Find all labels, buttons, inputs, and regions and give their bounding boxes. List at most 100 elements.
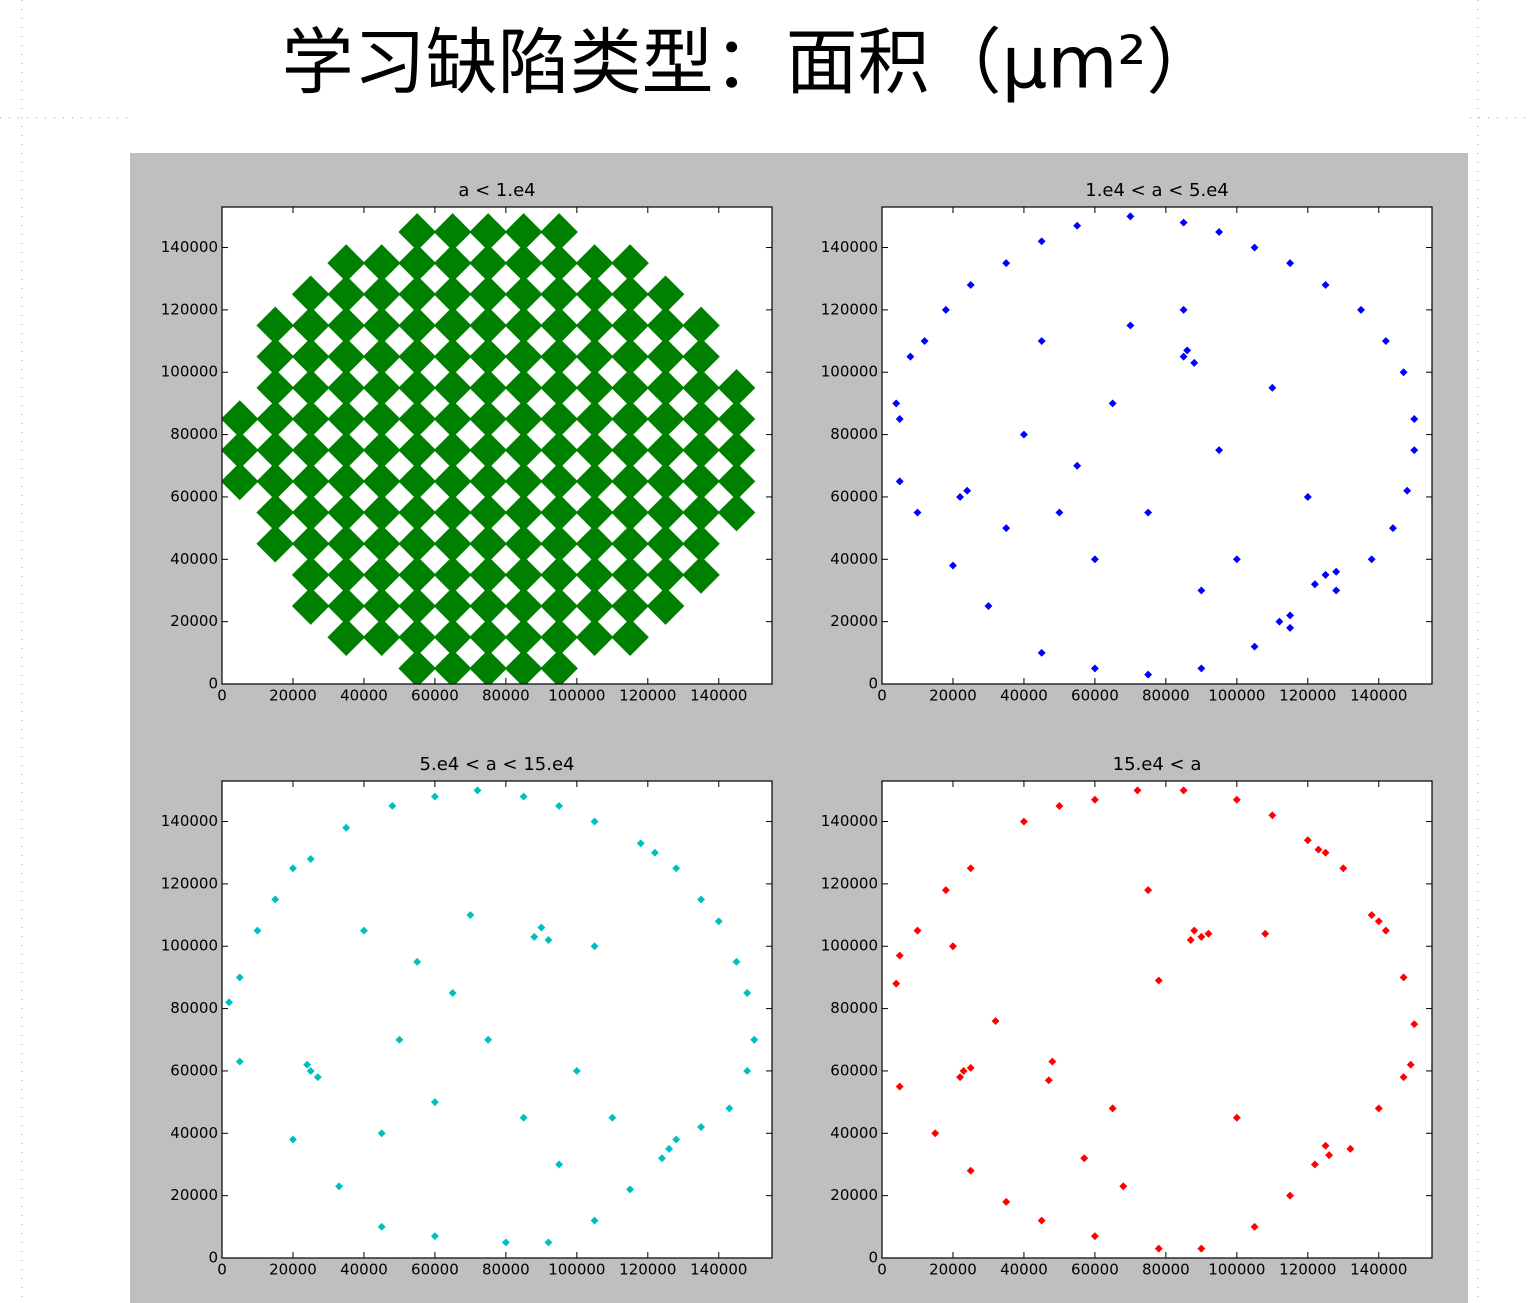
x-tick-label: 60000 (1071, 687, 1119, 705)
point (291, 400, 330, 438)
y-tick-label: 100000 (821, 937, 878, 955)
point (682, 369, 720, 407)
point (413, 957, 422, 966)
x-tick-label: 20000 (929, 687, 977, 705)
point (327, 400, 366, 438)
point (504, 213, 543, 251)
subplot-title: 5.e4 < a < 15.e4 (420, 754, 575, 775)
point (504, 275, 543, 314)
x-tick-label: 40000 (340, 1261, 388, 1279)
point (540, 587, 578, 625)
point (327, 493, 366, 532)
point (388, 801, 397, 810)
point (575, 431, 614, 469)
point (1406, 1060, 1415, 1069)
point (256, 524, 295, 563)
point (256, 462, 295, 501)
point (717, 431, 756, 469)
point (398, 306, 436, 345)
point (504, 493, 543, 532)
x-tick-label: 80000 (1142, 687, 1190, 705)
y-tick-label: 120000 (821, 874, 878, 892)
point (1286, 1191, 1295, 1200)
point (1133, 786, 1142, 795)
point (398, 337, 436, 376)
y-tick-label: 80000 (830, 425, 878, 443)
point (469, 431, 507, 469)
point (433, 369, 472, 407)
point (1250, 642, 1259, 651)
point (256, 400, 295, 438)
y-tick-label: 60000 (170, 487, 218, 505)
point (291, 337, 330, 376)
x-tick-label: 0 (877, 1261, 887, 1279)
y-tick-label: 120000 (161, 300, 218, 318)
axes-frame (221, 780, 773, 1259)
point (253, 926, 262, 935)
x-tick-label: 0 (217, 1261, 227, 1279)
y-tick-label: 140000 (161, 812, 218, 830)
x-tick-label: 100000 (1208, 687, 1265, 705)
y-tick-label: 80000 (830, 999, 878, 1017)
point (291, 306, 330, 345)
point (1346, 1144, 1355, 1153)
x-tick-label: 20000 (269, 1261, 317, 1279)
x-tick-label: 0 (217, 687, 227, 705)
point (611, 431, 649, 469)
point (327, 618, 366, 657)
axes-frame (221, 206, 773, 685)
point (743, 1066, 752, 1075)
point (646, 337, 685, 376)
point (646, 431, 685, 469)
point (256, 306, 295, 345)
point (665, 1144, 674, 1153)
point (291, 462, 330, 501)
point (1154, 1244, 1163, 1253)
x-tick-label: 80000 (482, 1261, 530, 1279)
y-tick-label: 40000 (830, 550, 878, 568)
point (1126, 321, 1135, 330)
x-tick-label: 120000 (1279, 687, 1336, 705)
point (469, 524, 507, 563)
axes-frame (881, 206, 1433, 685)
point (540, 556, 578, 594)
point (504, 306, 543, 345)
subplot-title: a < 1.e4 (458, 180, 535, 201)
point (398, 524, 436, 563)
point (327, 524, 366, 563)
point (1119, 1182, 1128, 1191)
point (611, 275, 649, 314)
point (682, 524, 720, 563)
point (575, 337, 614, 376)
point (1268, 383, 1277, 392)
plot-area (882, 781, 1432, 1258)
point (362, 337, 401, 376)
point (291, 431, 330, 469)
x-tick-label: 0 (877, 687, 887, 705)
x-tick-label: 100000 (1208, 1261, 1265, 1279)
point (504, 400, 543, 438)
point (920, 337, 929, 346)
subplot-title: 1.e4 < a < 5.e4 (1085, 180, 1228, 201)
x-tick-label: 40000 (1000, 687, 1048, 705)
point (697, 895, 705, 904)
point (895, 951, 904, 960)
point (398, 400, 436, 438)
y-tick-label: 40000 (170, 1124, 218, 1142)
point (433, 462, 472, 501)
point (682, 556, 720, 594)
point (1197, 1244, 1206, 1253)
point (433, 493, 472, 532)
y-tick-label: 0 (868, 1249, 878, 1267)
point (327, 556, 366, 594)
y-tick-label: 40000 (170, 550, 218, 568)
point (398, 431, 436, 469)
x-tick-label: 120000 (619, 687, 676, 705)
x-tick-label: 40000 (340, 687, 388, 705)
point (1250, 1222, 1259, 1231)
point (469, 337, 507, 376)
point (256, 493, 295, 532)
point (256, 369, 295, 407)
x-tick-label: 140000 (690, 1261, 747, 1279)
